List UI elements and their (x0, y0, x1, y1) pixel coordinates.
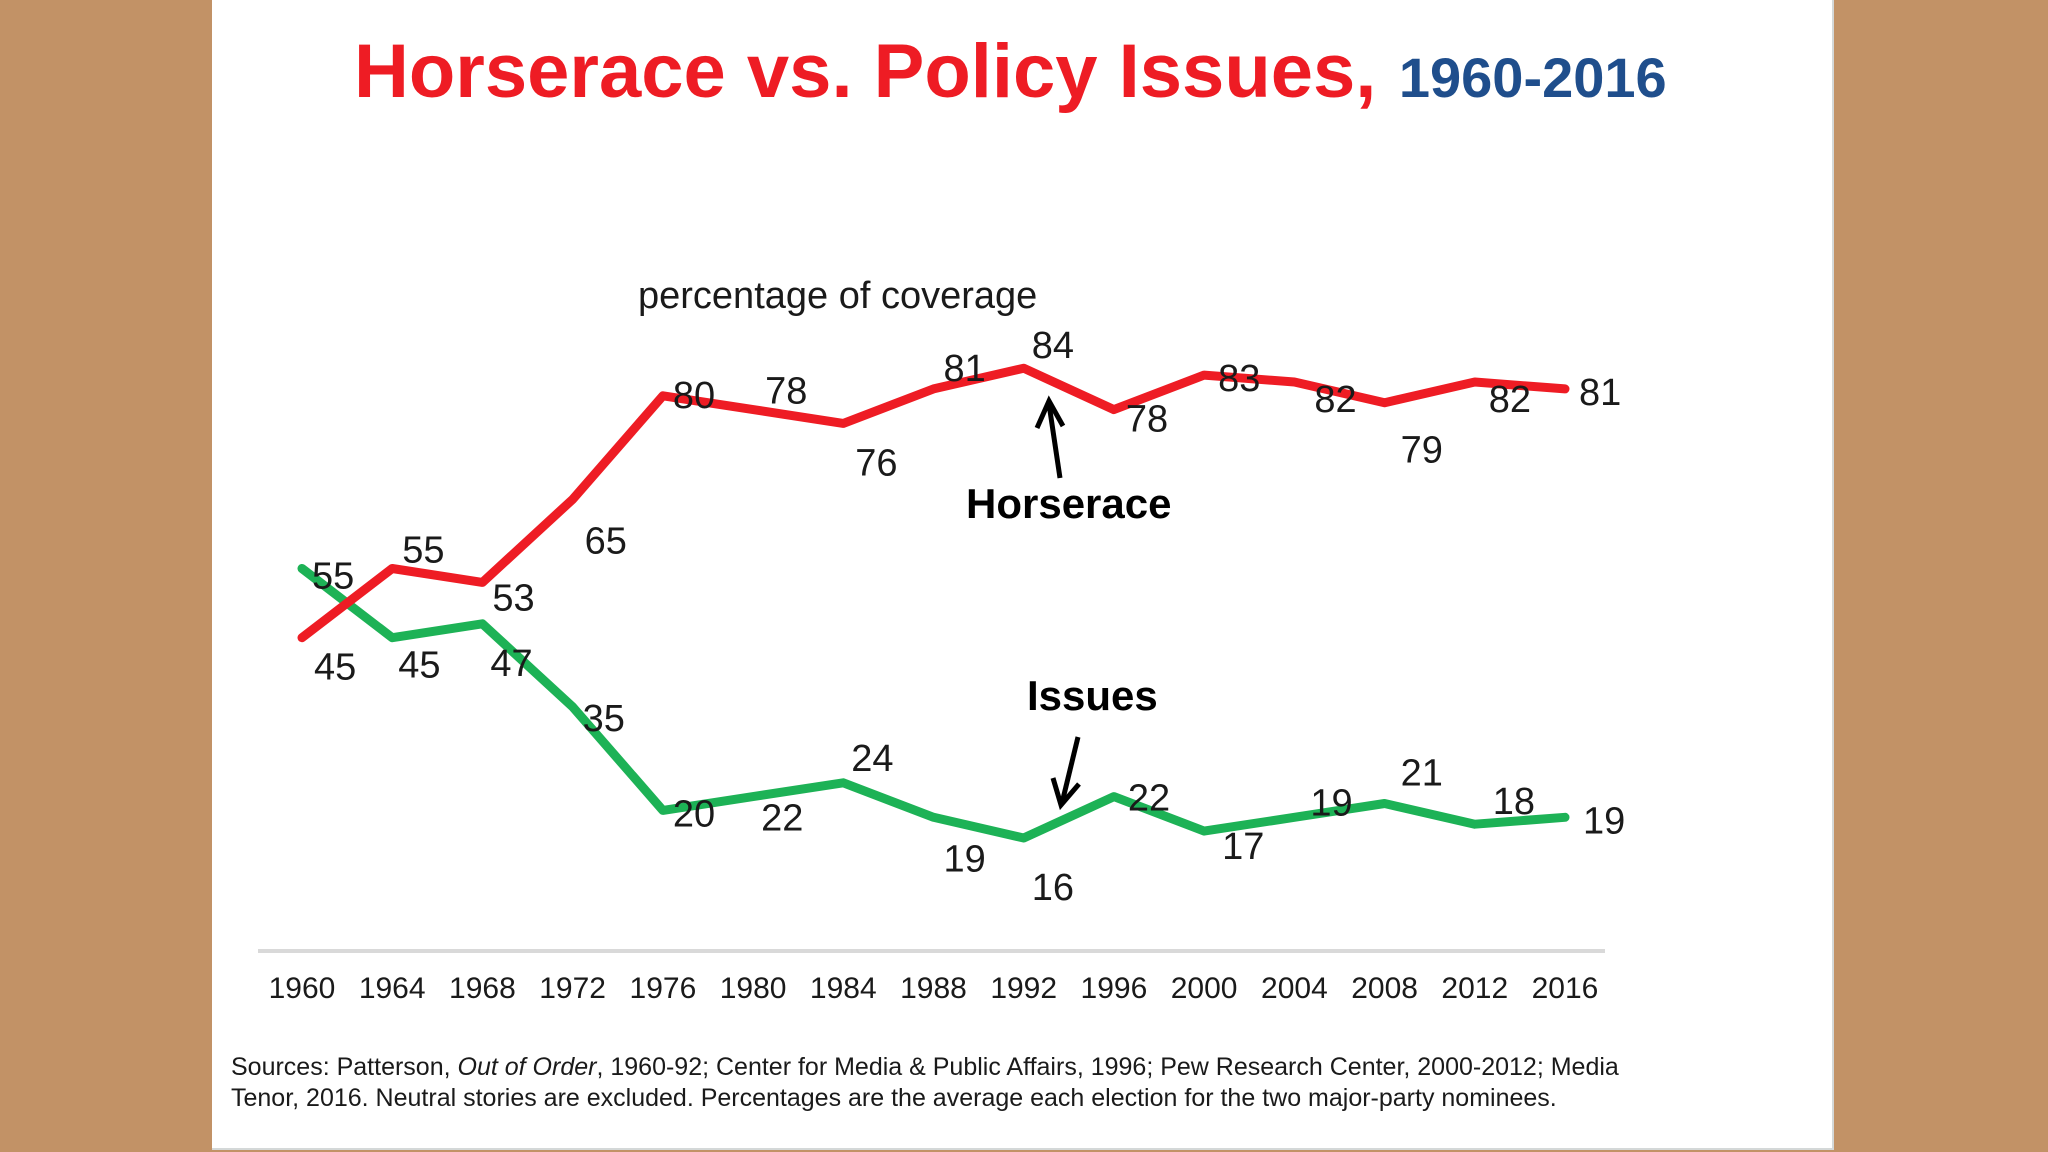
x-tick-label-1980: 1980 (720, 972, 787, 1005)
annotation-issues: Issues (1027, 672, 1158, 811)
data-label-issues-1968: 47 (490, 643, 532, 685)
x-tick-label-2016: 2016 (1532, 972, 1599, 1005)
data-label-issues-2008: 21 (1401, 753, 1443, 795)
data-label-horserace-2000: 83 (1218, 358, 1260, 400)
chart-title-main: Horserace vs. Policy Issues, (354, 29, 1376, 114)
data-label-issues-2004: 19 (1310, 782, 1352, 824)
x-tick-label-1976: 1976 (630, 972, 697, 1005)
data-label-horserace-2016: 81 (1579, 372, 1621, 414)
data-label-issues-1988: 19 (944, 838, 986, 880)
x-tick-label-1968: 1968 (449, 972, 516, 1005)
data-labels-issues: 55 45 47 35 20 22 24 19 16 22 17 19 21 18 19 (312, 556, 1625, 910)
footnote-prefix: Sources: Patterson, (231, 1053, 458, 1081)
x-tick-label-2012: 2012 (1441, 972, 1508, 1005)
data-label-horserace-1960: 45 (314, 647, 356, 689)
data-labels-horserace: 45 55 53 65 80 78 76 81 84 78 83 82 79 82 81 (314, 325, 1621, 689)
x-tick-label-1988: 1988 (900, 972, 967, 1005)
arrow-down-head-icon (1050, 777, 1081, 811)
data-label-issues-1996: 22 (1128, 778, 1170, 820)
x-tick-label-1992: 1992 (990, 972, 1057, 1005)
annotation-issues-label: Issues (1027, 672, 1158, 719)
series-line-horserace (297, 363, 1570, 643)
data-label-issues-1964: 45 (398, 645, 440, 687)
data-label-issues-1960: 55 (312, 556, 354, 598)
data-label-horserace-1964: 55 (402, 530, 444, 572)
x-tick-label-1996: 1996 (1081, 972, 1148, 1005)
data-label-issues-2016: 19 (1583, 800, 1625, 842)
data-label-horserace-2004: 82 (1314, 379, 1356, 421)
chart-subtitle: percentage of coverage (638, 275, 1037, 317)
data-label-horserace-2012: 82 (1489, 379, 1531, 421)
x-tick-label-1960: 1960 (269, 972, 336, 1005)
data-label-horserace-1976: 80 (673, 375, 715, 417)
x-tick-label-2008: 2008 (1351, 972, 1418, 1005)
data-label-horserace-1980: 78 (765, 371, 807, 413)
data-label-horserace-1968: 53 (492, 577, 534, 619)
x-tick-label-1972: 1972 (539, 972, 606, 1005)
footnote-book-title: Out of Order (458, 1053, 599, 1081)
data-label-issues-1980: 22 (761, 798, 803, 840)
series-line-issues (297, 564, 1570, 843)
chart-title-years: 1960-2016 (1399, 46, 1667, 109)
arrow-up-head-icon (1034, 395, 1066, 430)
arrow-up-icon (1046, 403, 1063, 479)
data-label-issues-2012: 18 (1493, 781, 1535, 823)
x-axis-ticks: 1960 1964 1968 1972 1976 1980 1984 1988 1992 1996… (269, 972, 1599, 1005)
chart-title: Horserace vs. Policy Issues, 1960-2016 (354, 29, 1667, 114)
annotation-horserace: Horserace (966, 395, 1171, 527)
footnote-suffix: , 1960-92; Center for Media & Public Aff… (596, 1053, 1618, 1081)
data-label-issues-1972: 35 (583, 698, 625, 740)
data-label-issues-2000: 17 (1222, 826, 1264, 868)
data-label-horserace-1984: 76 (855, 442, 897, 484)
data-label-horserace-1996: 78 (1126, 399, 1168, 441)
arrow-down-icon (1059, 736, 1081, 804)
data-label-horserace-1972: 65 (585, 521, 627, 563)
slide-panel (212, 0, 1834, 1150)
data-label-issues-1992: 16 (1032, 867, 1074, 909)
annotation-horserace-label: Horserace (966, 480, 1171, 527)
data-label-horserace-1992: 84 (1032, 325, 1074, 367)
data-label-horserace-2008: 79 (1401, 430, 1443, 472)
data-label-issues-1984: 24 (851, 738, 893, 780)
footnote-line-2: Tenor, 2016. Neutral stories are exclude… (231, 1084, 1557, 1112)
data-label-horserace-1988: 81 (944, 348, 986, 390)
x-tick-label-2000: 2000 (1171, 972, 1238, 1005)
data-label-issues-1976: 20 (673, 793, 715, 835)
x-tick-label-1984: 1984 (810, 972, 877, 1005)
footnote-line-1: Sources: Patterson, Out of Order, 1960-9… (231, 1053, 1619, 1081)
x-tick-label-2004: 2004 (1261, 972, 1328, 1005)
x-tick-label-1964: 1964 (359, 972, 426, 1005)
